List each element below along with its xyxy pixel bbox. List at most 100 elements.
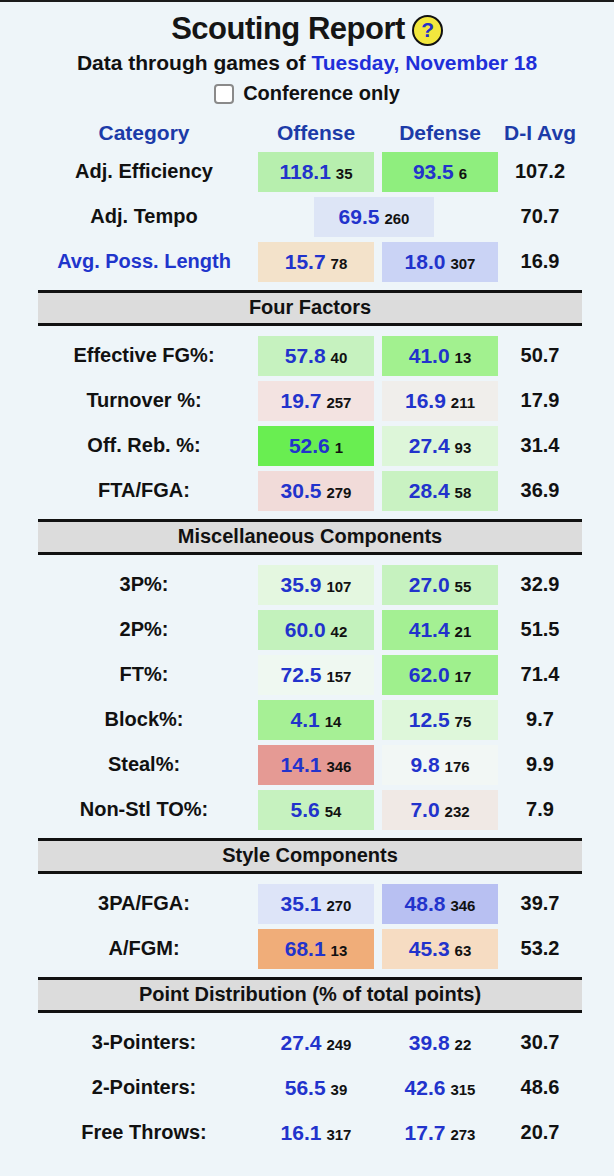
help-question-icon[interactable]: ? [412, 15, 443, 46]
table-row: 3P%:35.910727.05532.9 [0, 562, 614, 607]
offense-value: 72.5 [281, 663, 322, 687]
offense-value: 118.1 [279, 160, 330, 184]
defense-stat-cell: 62.017 [382, 655, 498, 695]
row-label: Adj. Efficiency [38, 160, 250, 183]
section-header-bar: Miscellaneous Components [38, 519, 582, 555]
defense-stat-cell: 17.7273 [382, 1113, 498, 1153]
combined-stat-track: 69.5260 [314, 197, 434, 237]
defense-rank: 176 [445, 755, 470, 775]
page-title-text: Scouting Report [171, 11, 405, 46]
combined-value: 69.5 [339, 205, 380, 229]
defense-stat-track: 12.575 [382, 700, 498, 740]
offense-rank: 279 [326, 481, 351, 501]
combined-stat-cell: 69.5260 [314, 197, 434, 237]
defense-stat-cell: 42.6315 [382, 1068, 498, 1108]
defense-value: 93.5 [413, 160, 454, 184]
conference-only-label: Conference only [243, 82, 400, 105]
di-avg-value: 7.9 [498, 798, 582, 821]
di-avg-value: 9.9 [498, 753, 582, 776]
data-through-text: Data through games of [77, 51, 306, 74]
offense-value: 27.4 [281, 1031, 322, 1055]
table-row: Effective FG%:57.84041.01350.7 [0, 333, 614, 378]
defense-stat-cell: 28.458 [382, 471, 498, 511]
combined-rank: 260 [384, 207, 409, 227]
di-avg-value: 107.2 [498, 160, 582, 183]
row-label: 3PA/FGA: [38, 892, 250, 915]
di-avg-value: 20.7 [498, 1121, 582, 1144]
section-header-bar: Point Distribution (% of total points) [38, 977, 582, 1013]
offense-stat-cell: 27.4249 [258, 1023, 374, 1063]
offense-stat-track: 118.1 35 [258, 152, 374, 192]
offense-rank: 42 [331, 620, 348, 640]
offense-stat-cell: 35.9107 [258, 565, 374, 605]
di-avg-value: 31.4 [498, 434, 582, 457]
conference-only-checkbox[interactable] [214, 84, 234, 104]
offense-rank: 317 [326, 1123, 351, 1143]
offense-value: 30.5 [281, 479, 322, 503]
offense-rank: 107 [326, 575, 351, 595]
offense-value: 15.7 [285, 250, 326, 274]
defense-stat-cell: 27.493 [382, 426, 498, 466]
defense-value: 27.0 [409, 573, 450, 597]
date-link[interactable]: Tuesday, November 18 [311, 51, 537, 74]
offense-stat-cell: 19.7257 [258, 381, 374, 421]
offense-stat-cell: 15.778 [258, 242, 374, 282]
offense-rank: 346 [326, 755, 351, 775]
defense-stat-cell: 39.822 [382, 1023, 498, 1063]
di-avg-value: 48.6 [498, 1076, 582, 1099]
offense-value: 56.5 [285, 1076, 326, 1100]
defense-stat-track: 7.0232 [382, 790, 498, 830]
di-avg-value: 30.7 [498, 1031, 582, 1054]
defense-stat-track: 41.421 [382, 610, 498, 650]
offense-stat-cell: 118.1 35 [258, 152, 374, 192]
table-header-row: Category Offense Defense D-I Avg [0, 117, 614, 149]
defense-value: 28.4 [409, 479, 450, 503]
offense-rank: 39 [331, 1078, 348, 1098]
defense-stat-track: 45.363 [382, 929, 498, 969]
offense-stat-track: 57.840 [258, 336, 374, 376]
offense-value: 4.1 [291, 708, 320, 732]
table-row: 2P%:60.04241.42151.5 [0, 607, 614, 652]
table-row: Adj. Efficiency 118.1 35 93.56107.2 [0, 149, 614, 194]
offense-stat-cell: 14.1346 [258, 745, 374, 785]
table-row: FTA/FGA:30.527928.45836.9 [0, 468, 614, 513]
offense-value: 35.9 [281, 573, 322, 597]
offense-stat-cell: 16.1317 [258, 1113, 374, 1153]
defense-stat-cell: 27.055 [382, 565, 498, 605]
defense-stat-track: 9.8176 [382, 745, 498, 785]
offense-stat-track: 27.4249 [258, 1023, 374, 1063]
defense-rank: 307 [450, 252, 475, 272]
offense-value: 19.7 [281, 389, 322, 413]
di-avg-value: 51.5 [498, 618, 582, 641]
di-avg-value: 70.7 [498, 205, 582, 228]
offense-value: 5.6 [291, 798, 320, 822]
defense-stat-cell: 93.56 [382, 152, 498, 192]
offense-value: 68.1 [285, 937, 326, 961]
offense-value: 14.1 [281, 753, 322, 777]
row-label[interactable]: Avg. Poss. Length [38, 250, 250, 273]
offense-stat-track: 35.9107 [258, 565, 374, 605]
defense-rank: 58 [455, 481, 472, 501]
offense-rank: 78 [331, 252, 348, 272]
table-row: Free Throws:16.131717.727320.7 [0, 1110, 614, 1155]
defense-value: 17.7 [405, 1121, 446, 1145]
offense-stat-cell: 52.61 [258, 426, 374, 466]
row-label: Non-Stl TO%: [38, 798, 250, 821]
offense-stat-cell: 72.5157 [258, 655, 374, 695]
defense-value: 39.8 [409, 1031, 450, 1055]
table-row: Off. Reb. %:52.6127.49331.4 [0, 423, 614, 468]
defense-stat-cell: 7.0232 [382, 790, 498, 830]
di-avg-value: 9.7 [498, 708, 582, 731]
defense-rank: 21 [455, 620, 472, 640]
offense-rank: 35 [336, 162, 353, 182]
di-avg-value: 32.9 [498, 573, 582, 596]
offense-stat-track: 60.042 [258, 610, 374, 650]
defense-stat-track: 93.56 [382, 152, 498, 192]
defense-rank: 211 [451, 391, 475, 411]
table-row: 2-Pointers:56.53942.631548.6 [0, 1065, 614, 1110]
table-row: Non-Stl TO%:5.6547.02327.9 [0, 787, 614, 832]
defense-stat-cell: 18.0307 [382, 242, 498, 282]
defense-stat-track: 27.493 [382, 426, 498, 466]
table-row: Block%:4.11412.5759.7 [0, 697, 614, 742]
offense-rank: 249 [326, 1033, 351, 1053]
